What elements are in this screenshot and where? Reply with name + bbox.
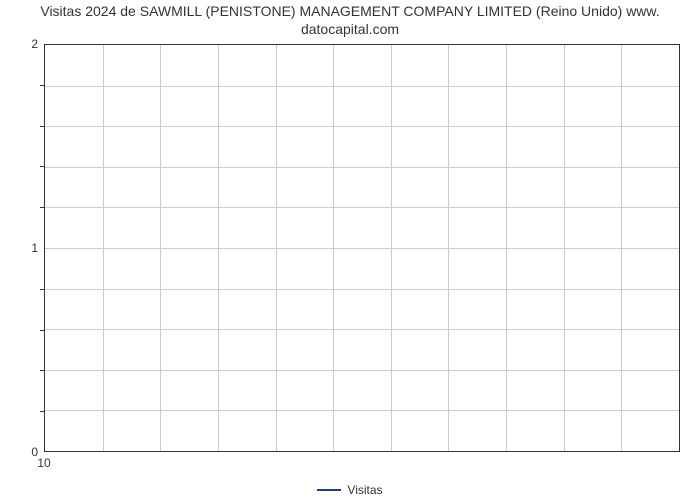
y-tick-label: 0 bbox=[26, 445, 38, 459]
chart-title: Visitas 2024 de SAWMILL (PENISTONE) MANA… bbox=[0, 2, 700, 38]
legend-swatch-icon bbox=[317, 489, 341, 491]
y-tick-label: 1 bbox=[26, 241, 38, 255]
y-minor-tick bbox=[40, 370, 44, 371]
plot-area bbox=[44, 44, 680, 452]
y-minor-tick bbox=[40, 289, 44, 290]
gridline-v bbox=[506, 45, 507, 451]
legend-label: Visitas bbox=[347, 483, 382, 497]
title-line-2: datocapital.com bbox=[301, 21, 399, 37]
gridline-v bbox=[448, 45, 449, 451]
gridline-v bbox=[564, 45, 565, 451]
y-minor-tick bbox=[40, 411, 44, 412]
gridline-v bbox=[333, 45, 334, 451]
y-tick-label: 2 bbox=[26, 37, 38, 51]
gridline-v bbox=[621, 45, 622, 451]
gridline-v bbox=[276, 45, 277, 451]
gridline-h bbox=[45, 167, 679, 168]
y-minor-tick bbox=[40, 85, 44, 86]
gridline-h bbox=[45, 207, 679, 208]
legend: Visitas bbox=[0, 482, 700, 497]
gridline-v bbox=[103, 45, 104, 451]
y-minor-tick bbox=[40, 207, 44, 208]
y-minor-tick bbox=[40, 330, 44, 331]
y-minor-tick bbox=[40, 126, 44, 127]
gridline-h bbox=[45, 126, 679, 127]
gridline-v bbox=[218, 45, 219, 451]
gridline-h bbox=[45, 410, 679, 411]
gridline-h bbox=[45, 289, 679, 290]
gridline-h bbox=[45, 370, 679, 371]
title-line-1: Visitas 2024 de SAWMILL (PENISTONE) MANA… bbox=[40, 3, 659, 19]
gridline-h bbox=[45, 248, 679, 249]
gridline-v bbox=[391, 45, 392, 451]
x-tick-label: 10 bbox=[37, 456, 50, 470]
gridline-h bbox=[45, 86, 679, 87]
chart-container: Visitas 2024 de SAWMILL (PENISTONE) MANA… bbox=[0, 0, 700, 500]
y-minor-tick bbox=[40, 166, 44, 167]
gridline-h bbox=[45, 329, 679, 330]
gridline-v bbox=[160, 45, 161, 451]
